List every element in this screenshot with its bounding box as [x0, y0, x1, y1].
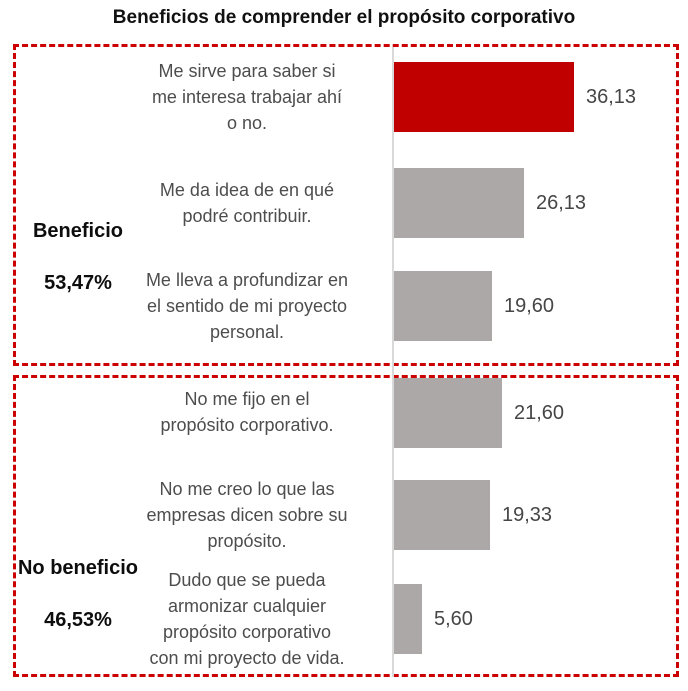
bar-value-label: 21,60 [514, 401, 565, 424]
group-label-no-beneficio: No beneficio 46,53% [8, 529, 148, 659]
group-name: Beneficio [32, 220, 124, 242]
bar-row-5: 19,33 [394, 480, 552, 550]
bar-no-me-creo [394, 480, 490, 550]
bar-value-label: 19,60 [504, 294, 555, 317]
group-name: No beneficio [17, 557, 138, 579]
bar-podre-contribuir [394, 168, 524, 238]
bar-dudo-armonizar [394, 584, 422, 654]
category-label-no-me-creo: No me creo lo que las empresas dicen sob… [146, 479, 348, 551]
bar-value-label: 36,13 [586, 85, 637, 108]
benefit-group-box [13, 44, 679, 366]
bar-row-2: 26,13 [394, 168, 586, 238]
bar-row-4: 21,60 [394, 378, 564, 448]
group-share: 46,53% [44, 609, 112, 631]
bar-value-label: 5,60 [434, 607, 473, 630]
chart-title: Beneficios de comprender el propósito co… [112, 7, 576, 28]
bar-row-1: 36,13 [394, 62, 636, 132]
category-label-proyecto-personal: Me lleva a profundizar en el sentido de … [145, 270, 349, 342]
bar-row-3: 19,60 [394, 271, 554, 341]
group-label-beneficio: Beneficio 53,47% [8, 192, 148, 322]
value-axis-baseline [392, 47, 394, 677]
bar-trabajar-ahi [394, 62, 574, 132]
bar-row-6: 5,60 [394, 584, 473, 654]
bar-proyecto-personal [394, 271, 492, 341]
no-benefit-group-box [13, 375, 679, 677]
category-label-podre-contribuir: Me da idea de en qué podré contribuir. [159, 180, 335, 226]
category-label-trabajar-ahi: Me sirve para saber si me interesa traba… [151, 61, 343, 133]
category-label-no-me-fijo: No me fijo en el propósito corporativo. [160, 389, 334, 435]
group-share: 53,47% [44, 272, 112, 294]
bar-value-label: 19,33 [502, 503, 553, 526]
bar-no-me-fijo [394, 378, 502, 448]
bar-value-label: 26,13 [536, 191, 587, 214]
category-label-dudo-armonizar: Dudo que se pueda armonizar cualquier pr… [149, 570, 345, 668]
